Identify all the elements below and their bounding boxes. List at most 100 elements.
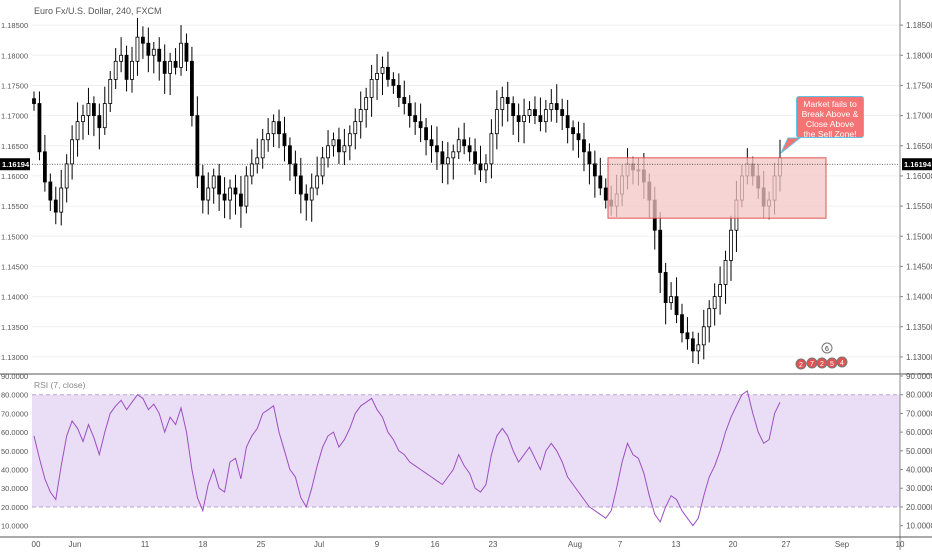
annotation-callout[interactable]: Market fails to Break Above & Close Abov… xyxy=(796,96,864,139)
candle-body xyxy=(658,229,663,273)
event-badge-label: 6 xyxy=(825,346,829,353)
price-tick-label-left: 1.14000 xyxy=(1,293,28,302)
candle-body xyxy=(375,72,379,80)
rsi-tick-label-left: 60.0000 xyxy=(1,428,28,437)
chart-title: Euro Fx/U.S. Dollar, 240, FXCM xyxy=(34,6,162,16)
candle-body xyxy=(543,109,548,123)
candle-body xyxy=(97,115,102,129)
price-tick-label: 1.15500 xyxy=(906,202,932,211)
candle-body xyxy=(320,157,325,177)
price-tick-label-left: 1.16500 xyxy=(1,142,28,151)
candle-body xyxy=(304,193,309,201)
candle-body xyxy=(587,151,592,165)
callout-pointer xyxy=(780,137,802,154)
candle-body xyxy=(369,79,374,98)
annotation-text: Market fails to Break Above & Close Abov… xyxy=(801,99,859,139)
time-tick-label: 23 xyxy=(489,540,498,549)
price-tick-label: 1.13500 xyxy=(906,323,932,332)
sell-zone-layer: 1.16194 1.16194 xyxy=(0,137,932,219)
candle-body xyxy=(402,97,407,104)
price-tick-label-left: 1.17500 xyxy=(1,81,28,90)
candle-body xyxy=(712,296,717,310)
candle-body xyxy=(701,326,706,346)
time-tick-label: 16 xyxy=(431,540,440,549)
rsi-tick-label-left: 40.0000 xyxy=(1,466,28,475)
candle-body xyxy=(162,60,167,74)
rsi-tick-label-left: 30.0000 xyxy=(1,484,28,493)
candle-body xyxy=(59,187,64,213)
price-tick-label: 1.16000 xyxy=(906,172,932,181)
price-tick-label: 1.15000 xyxy=(906,232,932,241)
candle-body xyxy=(582,139,586,153)
candle-body xyxy=(331,139,336,147)
candle-body xyxy=(151,48,156,56)
candle-body xyxy=(429,139,434,147)
candle-body xyxy=(723,259,728,285)
candle-body xyxy=(249,163,254,177)
rsi-tick-label-left: 90.0000 xyxy=(1,372,28,381)
candle-body xyxy=(315,175,320,189)
candle-body xyxy=(184,42,189,62)
time-tick-label: 25 xyxy=(257,540,266,549)
price-tick-label-left: 1.18500 xyxy=(1,21,28,30)
rsi-pane: 90.0000 90.0000 80.0000 80.0000 70.0000 70.00… xyxy=(1,372,932,531)
candle-body xyxy=(113,60,118,80)
candle-body xyxy=(222,193,227,201)
rsi-tick-label: 70.0000 xyxy=(906,409,932,418)
candle-body xyxy=(146,42,151,56)
candle-body xyxy=(92,103,96,117)
candle-body xyxy=(293,163,298,177)
event-badge-label: 2 xyxy=(799,362,803,369)
time-tick-label: 13 xyxy=(672,540,681,549)
price-tick-label-left: 1.13000 xyxy=(1,353,28,362)
current-price-tag-right xyxy=(902,158,932,171)
current-price-label-right: 1.16194 xyxy=(904,160,932,169)
time-axis: 00 Jun 11 18 25 Jul 9 16 23 Aug 7 13 20 27 Sep 10 xyxy=(0,536,932,549)
candle-body xyxy=(173,60,178,68)
candle-body xyxy=(64,163,69,189)
candle-body xyxy=(603,187,608,201)
rsi-line xyxy=(33,390,781,527)
rsi-tick-label-left: 70.0000 xyxy=(1,409,28,418)
event-badge xyxy=(821,342,833,354)
event-badge-label: 4 xyxy=(840,360,844,367)
candle-body xyxy=(500,97,505,110)
candle-body xyxy=(282,133,287,147)
candle-body xyxy=(571,127,575,135)
candle-body xyxy=(42,151,47,183)
time-tick-label: Jul xyxy=(314,540,324,549)
candle-body xyxy=(565,115,570,129)
candle-body xyxy=(211,175,216,189)
candle-body xyxy=(81,115,85,123)
price-tick-label: 1.14500 xyxy=(906,262,932,271)
event-badge xyxy=(836,356,848,368)
rsi-tick-label: 80.0000 xyxy=(906,391,932,400)
candle-body xyxy=(200,175,205,201)
price-tick-label: 1.14000 xyxy=(906,293,932,302)
candle-body xyxy=(538,115,543,123)
price-tick-label: 1.13000 xyxy=(906,353,932,362)
candle-body xyxy=(48,181,53,201)
event-badges[interactable]: 2 7 2 5 46 xyxy=(795,342,848,370)
candle-body xyxy=(239,193,243,207)
candle-body xyxy=(690,338,695,352)
candle-body xyxy=(718,284,722,297)
candle-body xyxy=(396,85,401,98)
candle-body xyxy=(86,103,91,117)
candle-body xyxy=(560,109,565,117)
candle-body xyxy=(130,60,134,80)
candle-body xyxy=(674,296,679,316)
candle-body xyxy=(467,145,472,153)
event-badge-label: 5 xyxy=(830,361,834,368)
candle-body xyxy=(342,145,347,153)
price-tick-label: 1.18500 xyxy=(906,21,932,30)
candle-body xyxy=(119,54,124,62)
time-tick-label: 11 xyxy=(141,540,150,549)
rsi-tick-label: 50.0000 xyxy=(906,447,932,456)
candle-body xyxy=(435,145,439,153)
price-tick-label-left: 1.15000 xyxy=(1,232,28,241)
price-tick-label-left: 1.13500 xyxy=(1,323,28,332)
rsi-band xyxy=(32,394,900,507)
